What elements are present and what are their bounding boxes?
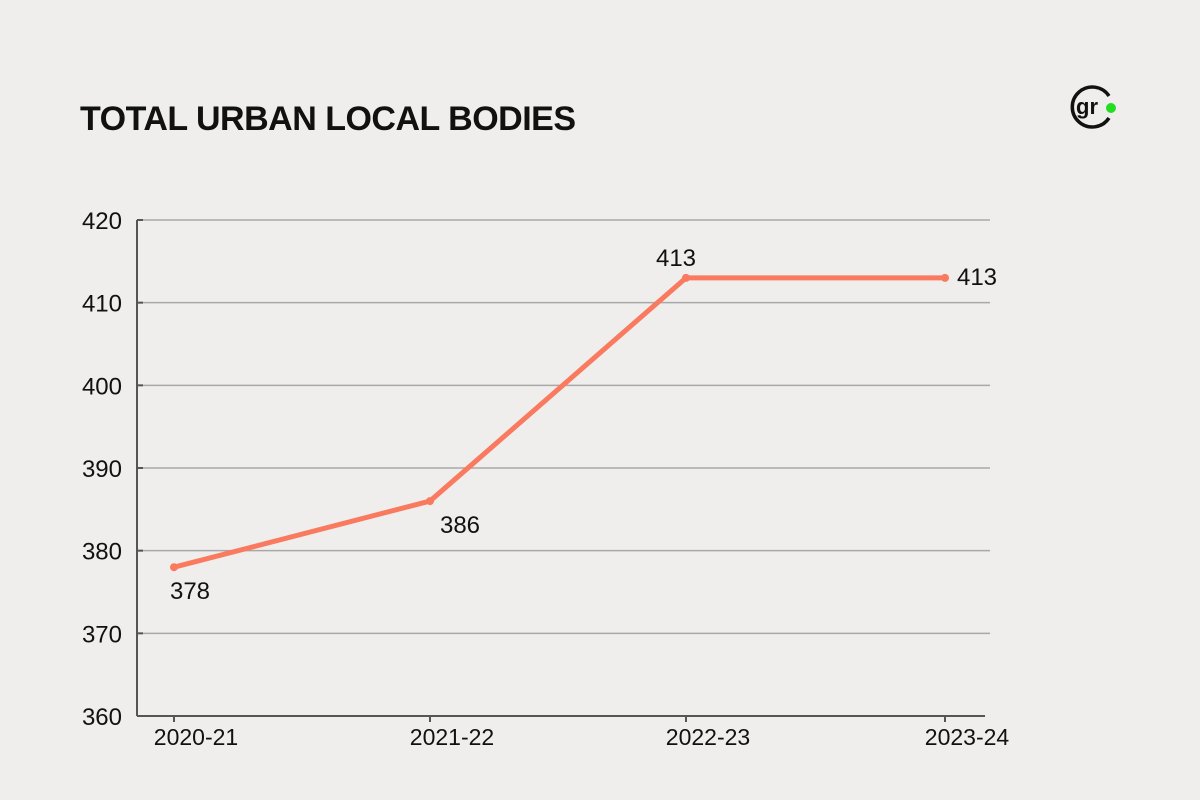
y-tick-label: 360	[82, 704, 122, 731]
x-tick-label: 2020-21	[154, 724, 238, 750]
data-label: 386	[440, 512, 480, 539]
x-tick-label: 2022-23	[666, 724, 750, 750]
logo-dot-icon	[1106, 103, 1116, 113]
x-tick-label: 2021-22	[410, 724, 494, 750]
y-tick-label: 420	[82, 208, 122, 235]
logo: gr	[1070, 85, 1116, 129]
y-tick-label: 380	[82, 539, 122, 566]
chart-title: TOTAL URBAN LOCAL BODIES	[80, 100, 576, 138]
y-tick-label: 370	[82, 621, 122, 648]
data-point	[682, 273, 690, 282]
data-point	[170, 563, 178, 572]
y-tick-label: 390	[82, 456, 122, 483]
data-label: 413	[656, 245, 696, 272]
svg-text:gr: gr	[1076, 94, 1098, 119]
x-tick-label: 2023-24	[925, 724, 1010, 750]
y-tick-label: 400	[82, 373, 122, 400]
data-point	[941, 273, 949, 282]
series-line	[173, 275, 945, 570]
y-tick-label: 410	[82, 291, 122, 318]
data-label: 413	[957, 264, 997, 291]
data-point	[426, 497, 434, 506]
data-label: 378	[170, 578, 210, 605]
